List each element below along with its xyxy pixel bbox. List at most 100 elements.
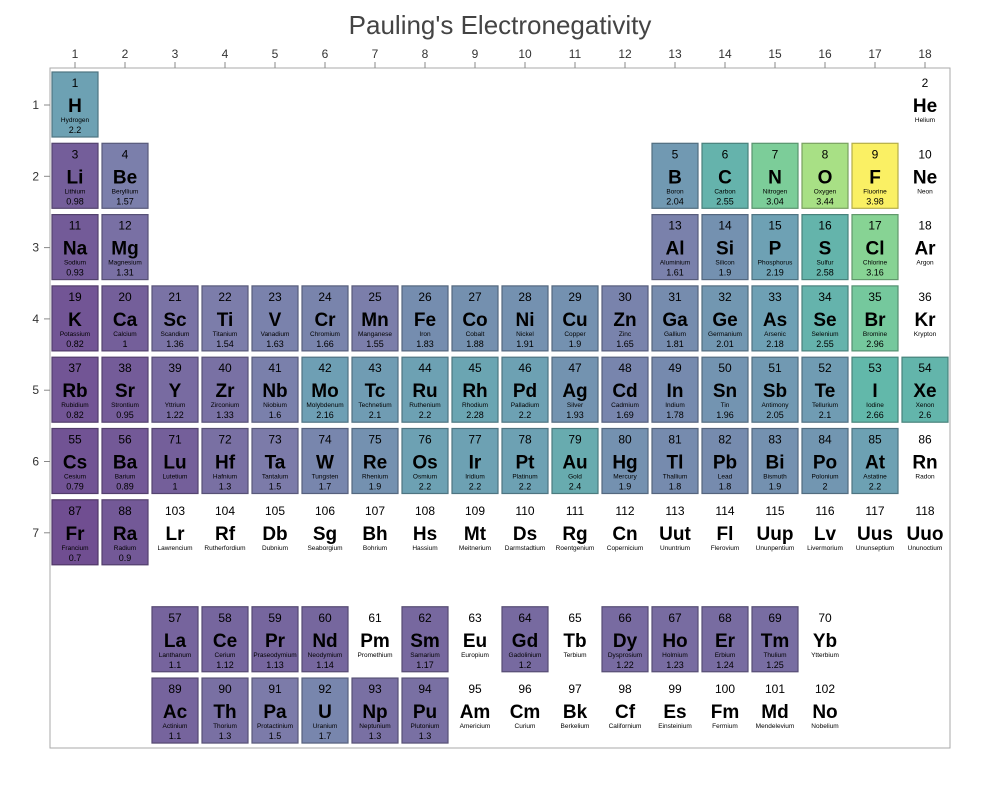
plot-frame xyxy=(49,67,951,749)
element-symbol: V xyxy=(269,310,282,331)
element-name: Arsenic xyxy=(764,331,786,338)
element-symbol: Fl xyxy=(717,524,734,545)
element-symbol: U xyxy=(318,702,332,723)
element-symbol: Au xyxy=(562,453,587,474)
atomic-number: 29 xyxy=(568,290,582,304)
element-symbol: As xyxy=(763,310,787,331)
element-symbol: Ce xyxy=(213,631,237,652)
element-name: Darmstadtium xyxy=(505,545,545,552)
element-name: Holmium xyxy=(662,652,688,659)
element-cell-bg xyxy=(451,356,499,423)
atomic-number: 1 xyxy=(72,76,79,90)
element-symbol: Ds xyxy=(513,524,537,545)
element-symbol: Uup xyxy=(757,524,794,545)
element-cell-bg xyxy=(251,677,299,744)
element-cell-bg xyxy=(851,356,899,423)
electronegativity-value: 2.01 xyxy=(716,339,734,349)
element-cell-bg xyxy=(251,356,299,423)
element-symbol: Pa xyxy=(263,702,287,723)
electronegativity-value: 1.1 xyxy=(169,660,182,670)
element-cell-bg xyxy=(651,142,699,209)
element-name: Palladium xyxy=(511,402,540,409)
electronegativity-value: 2.19 xyxy=(766,268,784,278)
atomic-number: 37 xyxy=(68,361,82,375)
electronegativity-value: 0.82 xyxy=(66,410,84,420)
atomic-number: 88 xyxy=(118,504,132,518)
atomic-number: 19 xyxy=(68,290,82,304)
atomic-number: 34 xyxy=(818,290,832,304)
atomic-number: 57 xyxy=(168,611,182,625)
atomic-number: 12 xyxy=(118,219,132,233)
element-name: Chlorine xyxy=(863,260,888,267)
element-symbol: Rb xyxy=(62,381,87,402)
element-cell-bg xyxy=(501,356,549,423)
element-cell-bg xyxy=(201,677,249,744)
atomic-number: 61 xyxy=(368,611,382,625)
element-symbol: Co xyxy=(462,310,487,331)
element-symbol: Na xyxy=(63,239,88,260)
atomic-number: 6 xyxy=(722,147,729,161)
y-tick-label: 4 xyxy=(32,312,39,326)
element-cell-bg xyxy=(301,677,349,744)
element-name: Phosphorus xyxy=(758,260,793,267)
element-cell-bg xyxy=(51,285,99,352)
electronegativity-value: 1.81 xyxy=(666,339,684,349)
atomic-number: 40 xyxy=(218,361,232,375)
atomic-number: 104 xyxy=(215,504,235,518)
element-symbol: La xyxy=(164,631,187,652)
atomic-number: 55 xyxy=(68,433,82,447)
element-cell-bg xyxy=(51,214,99,281)
element-name: Thallium xyxy=(663,474,688,481)
electronegativity-value: 1.6 xyxy=(269,410,282,420)
electronegativity-value: 1.9 xyxy=(769,482,782,492)
element-name: Ununpentium xyxy=(756,545,795,552)
element-name: Livermorium xyxy=(807,545,843,552)
element-name: Platinum xyxy=(512,474,537,481)
element-cell-bg xyxy=(151,606,199,673)
element-symbol: Re xyxy=(363,453,387,474)
element-name: Niobium xyxy=(263,402,287,409)
atomic-number: 81 xyxy=(668,433,682,447)
element-symbol: Sm xyxy=(410,631,440,652)
element-name: Carbon xyxy=(714,188,736,195)
element-cell-bg xyxy=(801,427,849,495)
element-cell-bg xyxy=(101,214,149,281)
element-cell-bg xyxy=(551,356,599,423)
electronegativity-value: 2.2 xyxy=(419,482,432,492)
atomic-number: 28 xyxy=(518,290,532,304)
x-tick-label: 13 xyxy=(668,47,682,61)
element-cell-bg xyxy=(101,285,149,352)
atomic-number: 48 xyxy=(618,361,632,375)
element-name: Polonium xyxy=(811,474,838,481)
atomic-number: 59 xyxy=(268,611,282,625)
element-cell-bg xyxy=(251,285,299,352)
element-symbol: Pr xyxy=(265,631,286,652)
element-cell-bg xyxy=(101,142,149,209)
atomic-number: 105 xyxy=(265,504,285,518)
element-cell-bg xyxy=(451,285,499,352)
element-name: Praseodymium xyxy=(253,652,296,659)
element-name: Sodium xyxy=(64,260,86,267)
element-symbol: Al xyxy=(666,239,685,260)
electronegativity-value: 1.12 xyxy=(216,660,234,670)
element-symbol: Rh xyxy=(462,381,487,402)
atomic-number: 87 xyxy=(68,504,82,518)
element-symbol: Ra xyxy=(113,524,138,545)
